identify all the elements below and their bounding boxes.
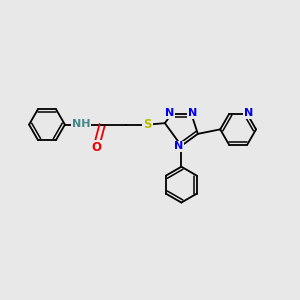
Text: N: N xyxy=(188,108,197,118)
Text: N: N xyxy=(165,108,175,118)
Text: N: N xyxy=(174,141,183,152)
Text: O: O xyxy=(91,140,101,154)
Text: N: N xyxy=(244,108,254,118)
Text: NH: NH xyxy=(72,119,91,129)
Text: S: S xyxy=(143,118,152,131)
